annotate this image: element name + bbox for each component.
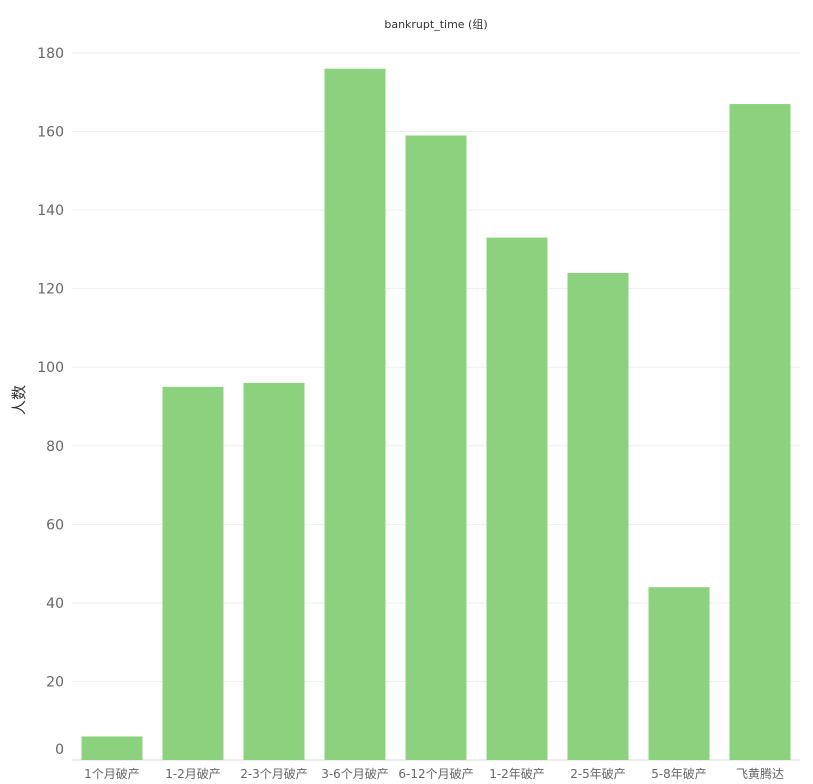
bar-0[interactable] [81, 736, 143, 760]
y-tick-label: 40 [46, 596, 64, 612]
y-tick-label: 120 [37, 282, 64, 298]
y-tick-label: 0 [55, 742, 64, 758]
x-tick-label: 1个月破产 [84, 766, 140, 781]
y-tick-label: 160 [37, 125, 64, 141]
bar-1[interactable] [162, 386, 224, 760]
bar-2[interactable] [243, 382, 305, 760]
bar-7[interactable] [648, 587, 710, 760]
y-tick-label: 60 [46, 517, 64, 533]
y-tick-label: 100 [37, 360, 64, 376]
x-axis-ticks: 1个月破产 1-2月破产 2-3个月破产 3-6个月破产 6-12个月破产 1-2年破产 2… [84, 766, 784, 781]
x-tick-label: 6-12个月破产 [398, 766, 473, 781]
y-tick-label: 180 [37, 46, 64, 62]
x-tick-label: 2-5年破产 [570, 766, 626, 781]
y-tick-label: 20 [46, 674, 64, 690]
x-tick-label: 1-2月破产 [165, 766, 221, 781]
bars [81, 68, 791, 761]
y-axis-label: 人数 [10, 385, 28, 415]
y-axis-ticks: 0 20 40 60 80 100 120 140 160 180 [37, 46, 64, 758]
bar-5[interactable] [486, 237, 548, 760]
bar-4[interactable] [405, 135, 467, 760]
x-tick-label: 3-6个月破产 [321, 766, 389, 781]
bar-6[interactable] [567, 272, 629, 760]
x-tick-label: 飞黄腾达 [736, 766, 784, 781]
x-tick-label: 5-8年破产 [651, 766, 707, 781]
x-tick-label: 2-3个月破产 [240, 766, 308, 781]
y-tick-label: 80 [46, 439, 64, 455]
chart-title: bankrupt_time (组) [384, 17, 487, 31]
bar-8[interactable] [729, 104, 791, 761]
bar-3[interactable] [324, 68, 386, 760]
x-tick-label: 1-2年破产 [489, 766, 545, 781]
y-tick-label: 140 [37, 203, 64, 219]
